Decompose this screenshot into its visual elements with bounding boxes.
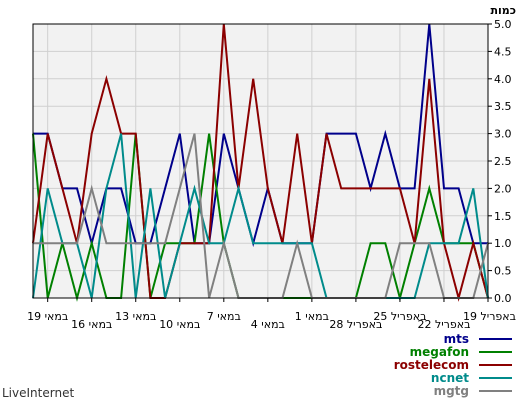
y-tick-label: 4.0 — [494, 73, 512, 86]
y-tick-label: 0.0 — [494, 292, 512, 305]
x-tick-label: 16 במאי — [71, 318, 112, 331]
x-tick-label: 7 במאי — [207, 310, 241, 323]
y-tick-label: 2.5 — [494, 155, 512, 168]
x-tick-label: 13 במאי — [115, 310, 156, 323]
y-tick-label: 2.0 — [494, 182, 512, 195]
series-line-mts — [33, 23, 488, 248]
series-line-rostelecom — [32, 23, 489, 302]
x-tick-label: 19 באפריל — [463, 310, 516, 323]
y-tick-label: 1.0 — [494, 237, 512, 250]
x-tick-label: 1 במאי — [295, 310, 329, 323]
y-tick-label: 4.5 — [494, 45, 512, 58]
y-axis-label: כמות — [491, 4, 516, 17]
x-tick-label: 22 באפריל — [417, 318, 470, 331]
x-tick-label: 4 במאי — [251, 318, 285, 331]
y-axis: 0.0 0.5 1.0 1.5 2.0 2.5 3.0 3.5 4.0 4.5 5.0 — [488, 18, 512, 305]
y-tick-label: 1.5 — [494, 210, 512, 223]
legend-label-rostelecom: rostelecom — [394, 358, 469, 372]
x-tick-label: 25 באפריל — [373, 310, 426, 323]
brand-logo[interactable]: LiveInternet — [2, 386, 75, 400]
legend-label-mgtg: mgtg — [434, 384, 469, 398]
y-tick-label: 3.5 — [494, 100, 512, 113]
legend-label-megafon: megafon — [410, 345, 469, 359]
x-tick-label: 10 במאי — [159, 318, 200, 331]
legend-label-ncnet: ncnet — [431, 371, 469, 385]
y-tick-label: 0.5 — [494, 265, 512, 278]
legend-label-mts: mts — [444, 332, 469, 346]
y-tick-label: 3.0 — [494, 128, 512, 141]
x-tick-label: 28 באפריל — [329, 318, 382, 331]
x-tick-label: 19 במאי — [27, 310, 68, 323]
y-tick-label: 5.0 — [494, 18, 512, 31]
